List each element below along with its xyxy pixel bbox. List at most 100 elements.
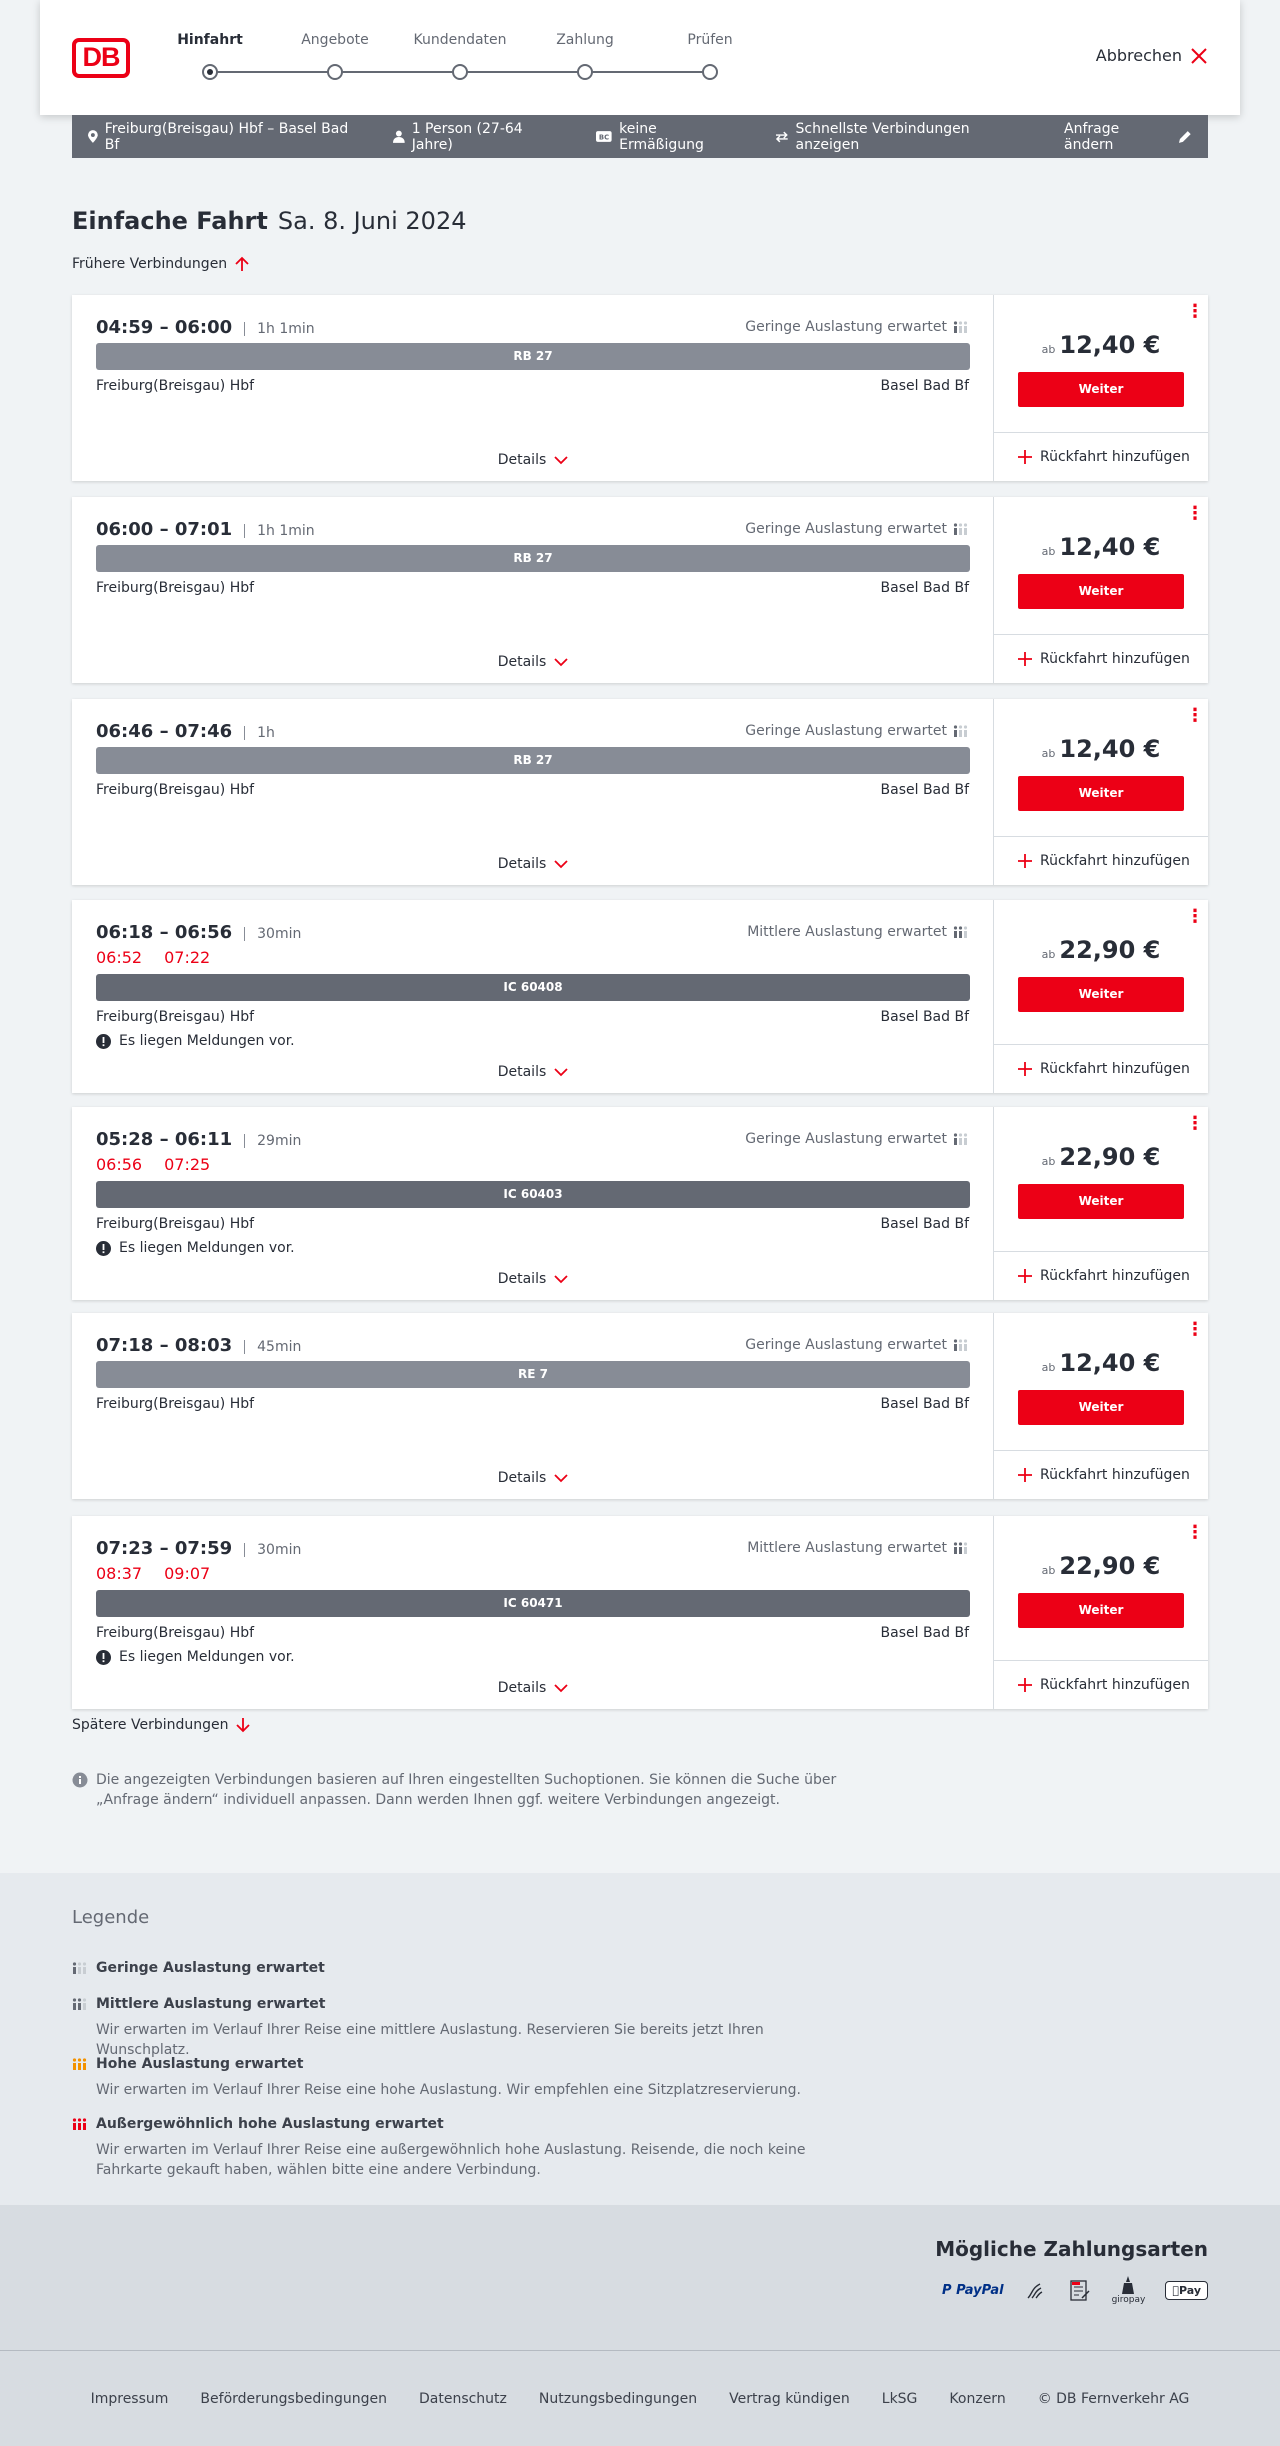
train-bar[interactable]: RB 27 xyxy=(96,343,970,370)
add-return-trip-button[interactable]: Rückfahrt hinzufügen xyxy=(994,836,1208,885)
details-toggle[interactable]: Details xyxy=(72,1470,994,1486)
more-options-icon[interactable]: ⋮ xyxy=(1186,705,1204,726)
connection-card[interactable]: 07:18 – 08:03 45min Geringe Auslastung erw… xyxy=(72,1313,1208,1499)
alert-icon xyxy=(96,1240,111,1256)
fastest-info[interactable]: Schnellste Verbindungen anzeigen xyxy=(775,121,1032,153)
discount-text: keine Ermäßigung xyxy=(619,120,704,153)
alert-icon xyxy=(96,1033,111,1049)
step-prüfen[interactable]: Prüfen xyxy=(687,32,733,48)
more-options-icon[interactable]: ⋮ xyxy=(1186,301,1204,322)
earlier-connections-link[interactable]: Frühere Verbindungen xyxy=(72,256,249,272)
step-indicator xyxy=(202,64,218,80)
chevron-down-icon xyxy=(554,657,568,666)
connection-main[interactable]: 07:23 – 07:59 30min 08:37 09:07 Mittlere Aus… xyxy=(72,1516,994,1709)
service-message[interactable]: Es liegen Meldungen vor. xyxy=(96,1649,295,1665)
step-indicator xyxy=(702,64,718,80)
step-angebote[interactable]: Angebote xyxy=(301,32,369,48)
details-toggle[interactable]: Details xyxy=(72,654,994,670)
occupancy-info[interactable]: Mittlere Auslastung erwartet xyxy=(747,1540,969,1556)
service-message[interactable]: Es liegen Meldungen vor. xyxy=(96,1033,295,1049)
details-toggle[interactable]: Details xyxy=(72,1064,994,1080)
continue-button[interactable]: Weiter xyxy=(1018,1390,1184,1425)
later-connections-link[interactable]: Spätere Verbindungen xyxy=(72,1717,251,1733)
legend-item: Mittlere Auslastung erwartet Wir erwarten… xyxy=(72,1996,852,2060)
details-toggle[interactable]: Details xyxy=(72,856,994,872)
connection-card[interactable]: 06:00 – 07:01 1h 1min Geringe Auslastung e… xyxy=(72,497,1208,683)
footer-link[interactable]: Konzern xyxy=(949,2390,1006,2407)
details-toggle[interactable]: Details xyxy=(72,452,994,468)
continue-button[interactable]: Weiter xyxy=(1018,977,1184,1012)
step-zahlung[interactable]: Zahlung xyxy=(556,32,614,48)
route-info[interactable]: Freiburg(Breisgau) Hbf – Basel Bad Bf xyxy=(88,121,361,153)
search-info-note: Die angezeigten Verbindungen basieren au… xyxy=(72,1770,852,1810)
occupancy-info[interactable]: Geringe Auslastung erwartet xyxy=(745,1131,969,1147)
add-return-trip-button[interactable]: Rückfahrt hinzufügen xyxy=(994,634,1208,683)
train-bar[interactable]: IC 60471 xyxy=(96,1590,970,1617)
passenger-info[interactable]: 1 Person (27-64 Jahre) xyxy=(392,121,565,153)
train-bar[interactable]: IC 60408 xyxy=(96,974,970,1001)
cancel-label: Abbrechen xyxy=(1095,46,1182,65)
step-kundendaten[interactable]: Kundendaten xyxy=(413,32,507,48)
connection-card[interactable]: 04:59 – 06:00 1h 1min Geringe Auslastung e… xyxy=(72,295,1208,481)
continue-button[interactable]: Weiter xyxy=(1018,776,1184,811)
details-toggle[interactable]: Details xyxy=(72,1680,994,1696)
more-options-icon[interactable]: ⋮ xyxy=(1186,1113,1204,1134)
connection-main[interactable]: 04:59 – 06:00 1h 1min Geringe Auslastung e… xyxy=(72,295,994,481)
connection-times: 07:18 – 08:03 45min xyxy=(96,1335,301,1356)
occupancy-info[interactable]: Mittlere Auslastung erwartet xyxy=(747,924,969,940)
more-options-icon[interactable]: ⋮ xyxy=(1186,1522,1204,1543)
footer-link[interactable]: LkSG xyxy=(881,2390,918,2407)
plus-icon xyxy=(1018,450,1032,464)
more-options-icon[interactable]: ⋮ xyxy=(1186,503,1204,524)
more-options-icon[interactable]: ⋮ xyxy=(1186,906,1204,927)
footer-link[interactable]: Beförderungsbedingungen xyxy=(200,2390,387,2407)
details-toggle[interactable]: Details xyxy=(72,1271,994,1287)
edit-request-button[interactable]: Anfrage ändern xyxy=(1064,121,1192,153)
add-return-trip-button[interactable]: Rückfahrt hinzufügen xyxy=(994,1660,1208,1709)
continue-button[interactable]: Weiter xyxy=(1018,1593,1184,1628)
service-message[interactable]: Es liegen Meldungen vor. xyxy=(96,1240,295,1256)
return-label: Rückfahrt hinzufügen xyxy=(1040,1268,1190,1284)
step-hinfahrt[interactable]: Hinfahrt xyxy=(177,32,243,48)
card-tap-icon xyxy=(1027,2283,1042,2299)
cancel-button[interactable]: Abbrechen xyxy=(1096,46,1208,65)
occupancy-info[interactable]: Geringe Auslastung erwartet xyxy=(745,1337,969,1353)
train-bar[interactable]: RB 27 xyxy=(96,747,970,774)
connection-main[interactable]: 06:18 – 06:56 30min 06:52 07:22 Mittlere Aus… xyxy=(72,900,994,1093)
footer-link[interactable]: © DB Fernverkehr AG xyxy=(1037,2390,1190,2407)
discount-info[interactable]: BC keine Ermäßigung xyxy=(596,121,742,153)
train-bar[interactable]: IC 60403 xyxy=(96,1181,970,1208)
train-bar[interactable]: RB 27 xyxy=(96,545,970,572)
add-return-trip-button[interactable]: Rückfahrt hinzufügen xyxy=(994,432,1208,481)
occupancy-info[interactable]: Geringe Auslastung erwartet xyxy=(745,319,969,335)
footer-link[interactable]: Datenschutz xyxy=(418,2390,507,2407)
continue-button[interactable]: Weiter xyxy=(1018,372,1184,407)
continue-button[interactable]: Weiter xyxy=(1018,1184,1184,1219)
connection-card[interactable]: 06:46 – 07:46 1h Geringe Auslastung erwart… xyxy=(72,699,1208,885)
connection-card[interactable]: 07:23 – 07:59 30min 08:37 09:07 Mittlere Aus… xyxy=(72,1516,1208,1709)
price: ab 22,90 € xyxy=(994,1552,1208,1580)
add-return-trip-button[interactable]: Rückfahrt hinzufügen xyxy=(994,1251,1208,1300)
add-return-trip-button[interactable]: Rückfahrt hinzufügen xyxy=(994,1044,1208,1093)
continue-button[interactable]: Weiter xyxy=(1018,574,1184,609)
occupancy-info[interactable]: Geringe Auslastung erwartet xyxy=(745,521,969,537)
connection-main[interactable]: 05:28 – 06:11 29min 06:56 07:25 Geringe Ausl… xyxy=(72,1107,994,1300)
connection-main[interactable]: 07:18 – 08:03 45min Geringe Auslastung erw… xyxy=(72,1313,994,1499)
add-return-trip-button[interactable]: Rückfahrt hinzufügen xyxy=(994,1450,1208,1499)
more-options-icon[interactable]: ⋮ xyxy=(1186,1319,1204,1340)
bahncard-icon: BC xyxy=(596,131,613,142)
train-bar[interactable]: RE 7 xyxy=(96,1361,970,1388)
apple-pay-icon: Pay xyxy=(1165,2280,1208,2300)
connection-main[interactable]: 06:00 – 07:01 1h 1min Geringe Auslastung e… xyxy=(72,497,994,683)
connection-card[interactable]: 05:28 – 06:11 29min 06:56 07:25 Geringe Ausl… xyxy=(72,1107,1208,1300)
legend-item: Geringe Auslastung erwartet xyxy=(72,1960,852,1976)
connection-card[interactable]: 06:18 – 06:56 30min 06:52 07:22 Mittlere Aus… xyxy=(72,900,1208,1093)
connection-main[interactable]: 06:46 – 07:46 1h Geringe Auslastung erwart… xyxy=(72,699,994,885)
arrow-down-icon xyxy=(236,1718,251,1733)
footer-link[interactable]: Nutzungsbedingungen xyxy=(538,2390,698,2407)
occupancy-info[interactable]: Geringe Auslastung erwartet xyxy=(745,723,969,739)
footer-link[interactable]: Vertrag kündigen xyxy=(729,2390,850,2407)
occupancy-icon xyxy=(953,321,968,333)
db-logo[interactable]: DB xyxy=(72,38,130,78)
footer-link[interactable]: Impressum xyxy=(90,2390,169,2407)
